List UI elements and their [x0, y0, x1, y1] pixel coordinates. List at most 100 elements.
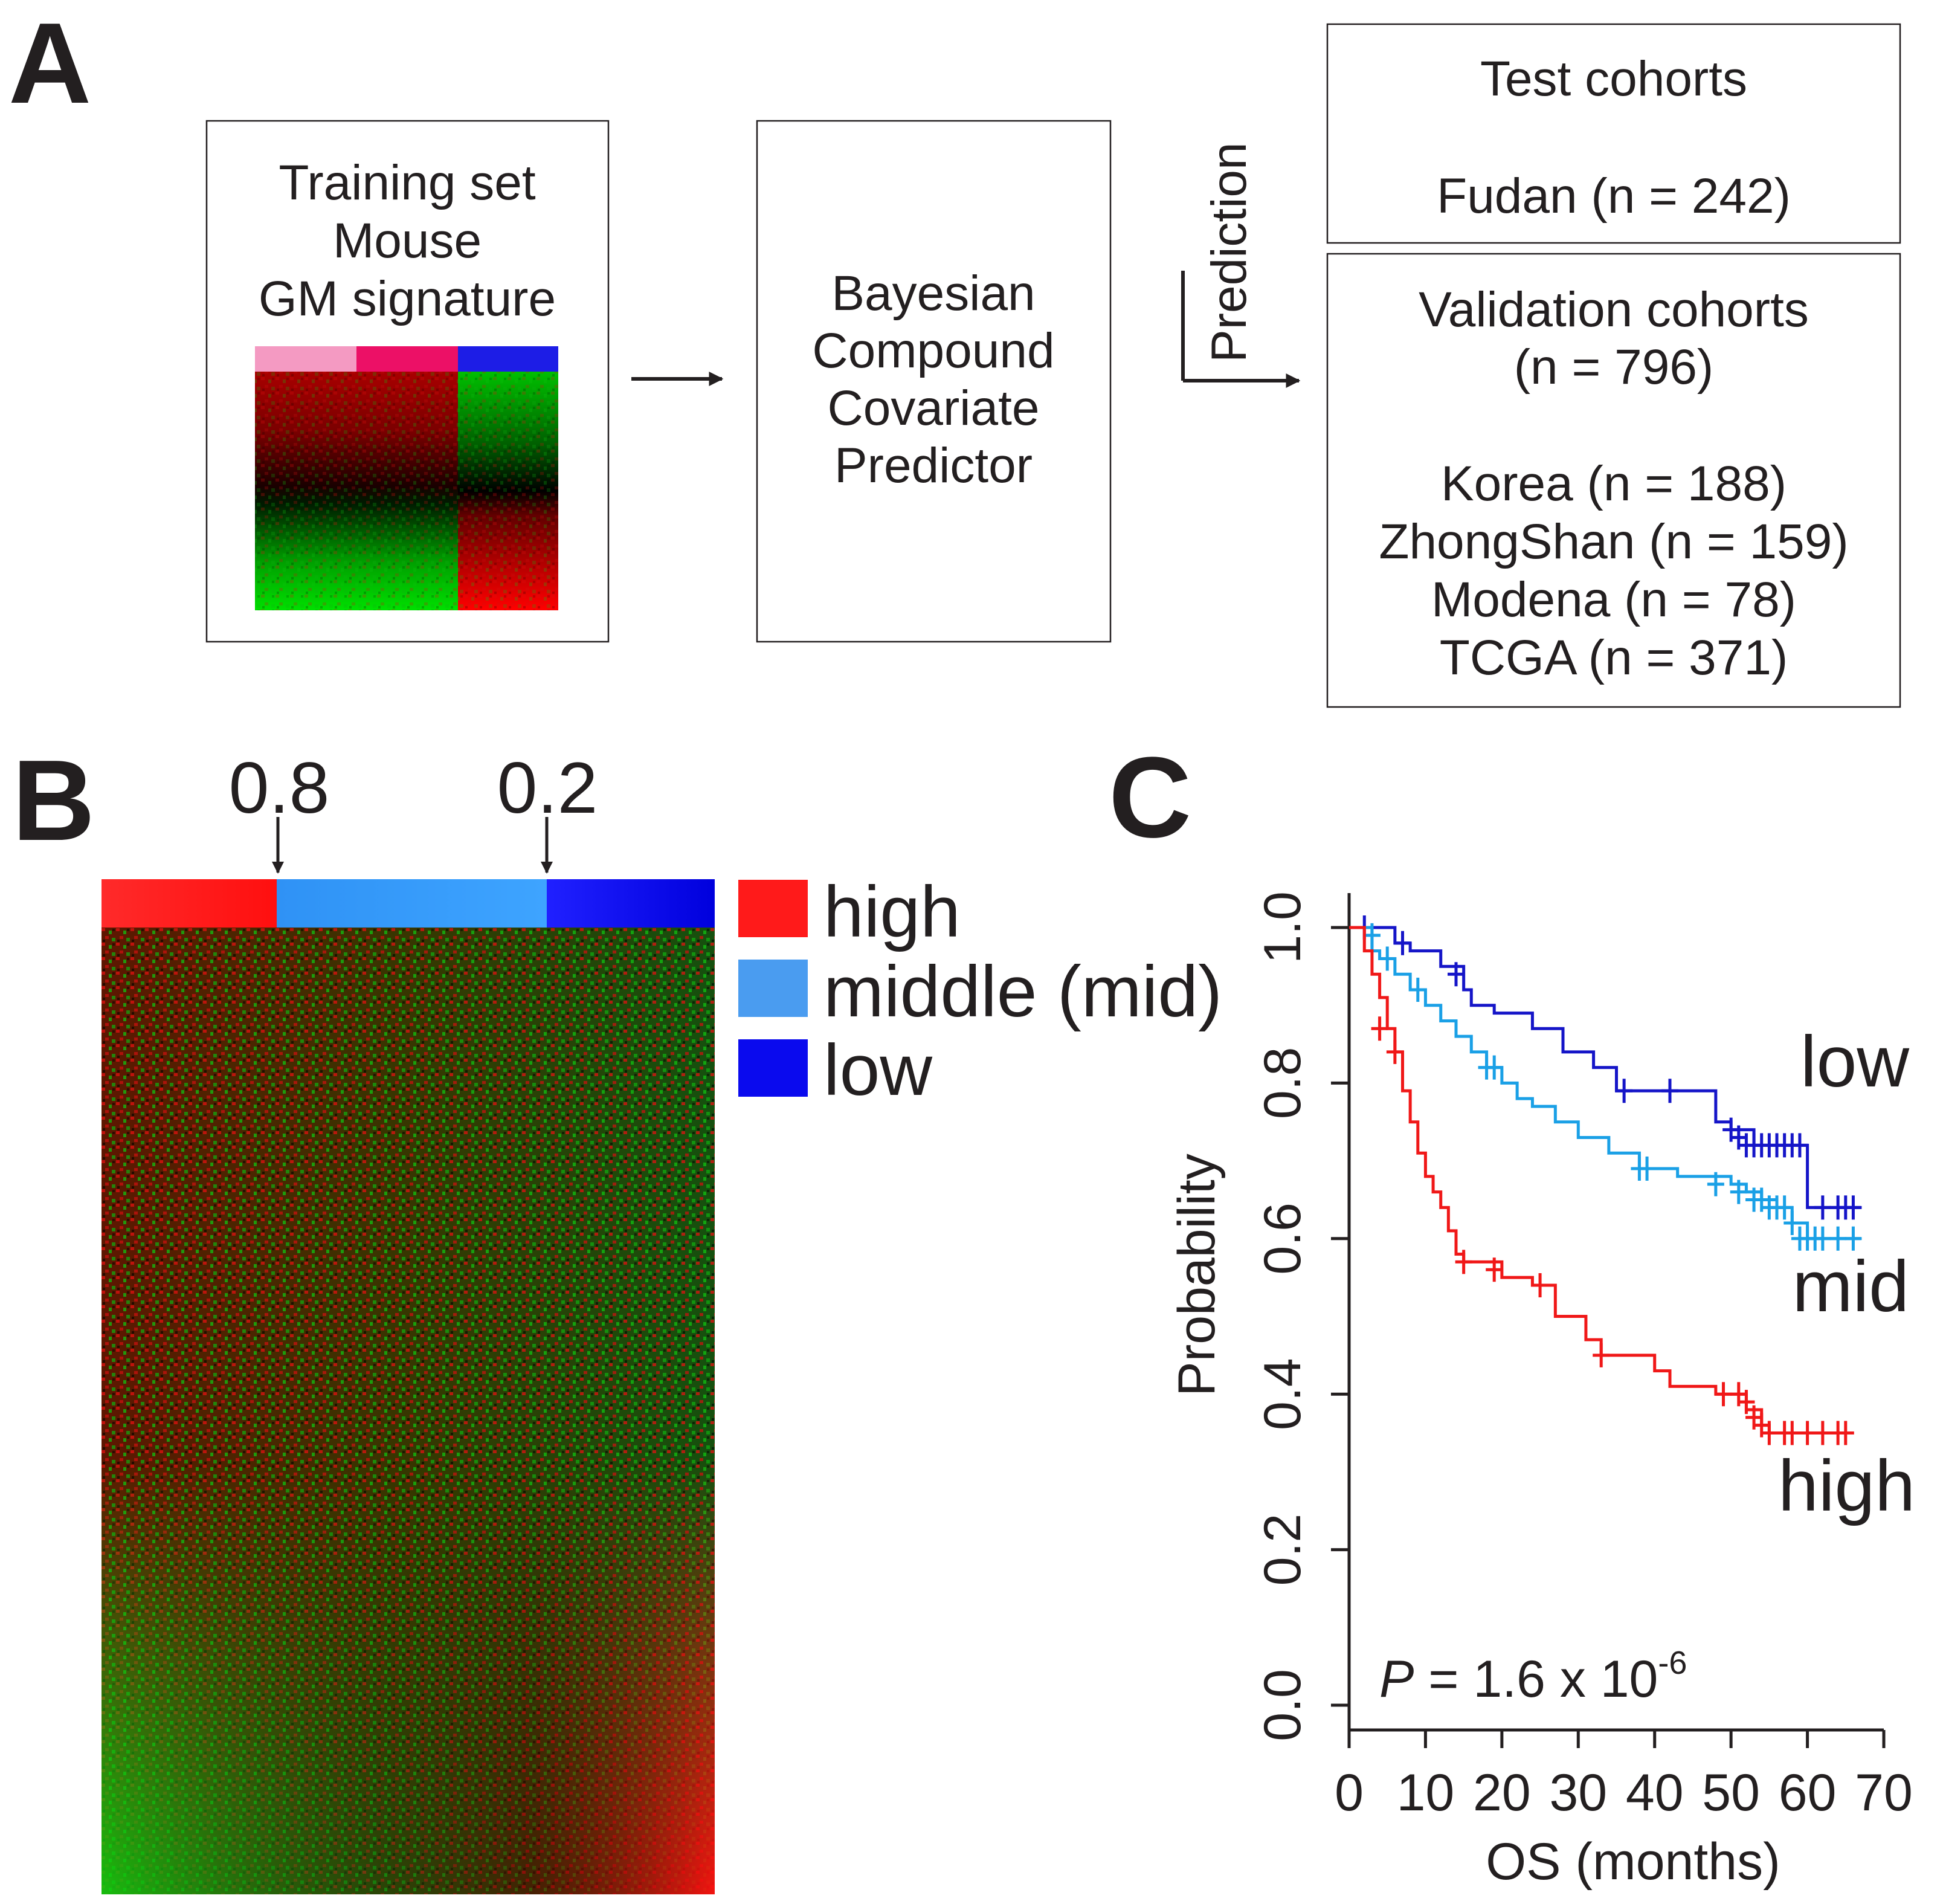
y-axis-label: Probability	[1168, 1154, 1226, 1396]
series-label-low: low	[1800, 1021, 1909, 1102]
censor-mark-mid	[1379, 946, 1396, 971]
test-cohorts-box: Test cohorts Fudan (n = 242)	[1326, 23, 1901, 244]
censor-mark-high	[1371, 1016, 1388, 1041]
y-tick-label: 0.8	[1254, 1047, 1312, 1120]
predictor-line-2: Compound	[812, 323, 1054, 378]
censor-mark-high	[1799, 1421, 1816, 1445]
x-tick-label: 0	[1335, 1764, 1364, 1822]
series-label-high: high	[1778, 1445, 1915, 1526]
x-tick-label: 20	[1473, 1764, 1531, 1822]
p-value-text: = 1.6 x 10	[1414, 1650, 1658, 1708]
censor-mark-mid	[1486, 1055, 1503, 1080]
y-tick-label: 0.4	[1254, 1358, 1312, 1430]
censor-mark-high	[1784, 1421, 1801, 1445]
series-layer	[1349, 915, 1862, 1445]
group-bar-pink	[255, 346, 356, 372]
legend-swatch-high	[738, 880, 808, 937]
survival-chart: 0.0 0.2 0.4 0.6 0.8 1.0 0 10 20 30 40 50 60 70 Proba…	[1168, 891, 1915, 1891]
y-tick-label: 0.6	[1254, 1202, 1312, 1275]
censor-mark-high	[1715, 1382, 1732, 1407]
x-tick-label: 30	[1549, 1764, 1607, 1822]
training-heatmap	[255, 346, 558, 610]
censor-mark-mid	[1730, 1180, 1747, 1204]
expression-heatmap	[102, 928, 715, 1894]
censor-mark-high	[1386, 1039, 1403, 1064]
predictor-line-1: Bayesian	[831, 266, 1035, 321]
censor-mark-high	[1593, 1343, 1610, 1367]
legend-swatch-mid	[738, 960, 808, 1017]
predictor-line-4: Predictor	[834, 438, 1033, 493]
legend-swatch-low	[738, 1039, 808, 1097]
panel-b-label: B	[12, 737, 95, 865]
censor-mark-high	[1761, 1421, 1778, 1445]
group-bar-magenta	[356, 346, 458, 372]
censor-mark-mid	[1638, 1156, 1656, 1181]
censor-mark-low	[1814, 1195, 1831, 1220]
training-line-3: GM signature	[259, 271, 556, 326]
predictor-line-3: Covariate	[828, 381, 1040, 436]
censor-mark-high	[1837, 1421, 1854, 1445]
censor-mark-low	[1791, 1133, 1808, 1158]
y-tick-label: 1.0	[1254, 891, 1312, 964]
group-bar-mid	[277, 879, 547, 928]
test-cohorts-title: Test cohorts	[1480, 51, 1747, 106]
panel-c: C 0.0 0.2 0.4 0.6 0.8 1.0 0 10 20 30 40 50 60 70 Pro…	[1109, 734, 1915, 1891]
prediction-label: Prediction	[1202, 142, 1257, 363]
panel-a: A Training set Mouse GM signature Bayesi…	[8, 0, 1901, 708]
cutoff-label-low: 0.2	[497, 747, 598, 828]
panel-b: B 0.8 0.2 high middle (mid) low	[12, 737, 1222, 1894]
censor-mark-high	[1486, 1257, 1503, 1282]
x-tick-label: 70	[1855, 1764, 1913, 1822]
training-set-box: Training set Mouse GM signature	[205, 120, 610, 643]
censor-mark-mid	[1784, 1211, 1801, 1236]
training-line-1: Training set	[279, 155, 536, 210]
censor-mark-mid	[1845, 1226, 1862, 1251]
cutoff-label-high: 0.8	[229, 747, 330, 828]
censor-mark-mid	[1776, 1195, 1793, 1220]
censor-mark-mid	[1707, 1172, 1724, 1196]
p-value: P = 1.6 x 10-6	[1379, 1645, 1687, 1708]
x-axis-label: OS (months)	[1486, 1833, 1780, 1891]
validation-total: (n = 796)	[1514, 340, 1713, 395]
y-tick-label: 0.2	[1254, 1514, 1312, 1586]
panel-c-label: C	[1109, 734, 1191, 862]
x-tick-label: 60	[1779, 1764, 1837, 1822]
validation-cohort-modena: Modena (n = 78)	[1431, 572, 1796, 627]
validation-cohort-korea: Korea (n = 188)	[1441, 456, 1787, 511]
x-tick-label: 50	[1702, 1764, 1760, 1822]
censor-mark-low	[1394, 931, 1411, 955]
km-curve-high	[1349, 926, 1854, 1435]
validation-cohorts-box: Validation cohorts (n = 796) Korea (n = …	[1326, 253, 1901, 708]
censor-mark-high	[1532, 1273, 1549, 1298]
validation-title: Validation cohorts	[1419, 282, 1809, 337]
group-legend: high middle (mid) low	[738, 871, 1222, 1111]
censor-mark-low	[1448, 962, 1464, 987]
censor-mark-mid	[1814, 1226, 1831, 1251]
y-ticks: 0.0 0.2 0.4 0.6 0.8 1.0	[1254, 891, 1349, 1741]
legend-label-mid: middle (mid)	[823, 951, 1222, 1032]
group-bar-blue	[458, 346, 558, 372]
censor-mark-high	[1738, 1390, 1755, 1415]
y-tick-label: 0.0	[1254, 1669, 1312, 1741]
series-label-mid: mid	[1793, 1246, 1909, 1327]
x-tick-label: 10	[1397, 1764, 1455, 1822]
censor-mark-high	[1455, 1250, 1472, 1274]
censor-mark-mid	[1363, 923, 1381, 947]
group-bar-high	[102, 879, 277, 928]
panel-a-label: A	[8, 0, 91, 127]
censor-mark-low	[1845, 1195, 1862, 1220]
km-curve-mid	[1349, 926, 1861, 1241]
censor-mark-high	[1814, 1421, 1831, 1445]
legend-label-high: high	[823, 871, 961, 952]
x-tick-label: 40	[1626, 1764, 1684, 1822]
censor-mark-mid	[1409, 977, 1426, 1002]
censor-mark-low	[1616, 1079, 1633, 1103]
validation-cohort-tcga: TCGA (n = 371)	[1440, 630, 1788, 685]
training-line-2: Mouse	[333, 213, 482, 268]
x-ticks: 0 10 20 30 40 50 60 70	[1335, 1730, 1913, 1822]
validation-cohort-zhongshan: ZhongShan (n = 159)	[1379, 514, 1848, 569]
test-cohort-fudan: Fudan (n = 242)	[1437, 169, 1791, 224]
legend-label-low: low	[823, 1030, 932, 1111]
censor-mark-mid	[1829, 1226, 1847, 1251]
censor-mark-low	[1661, 1079, 1678, 1103]
